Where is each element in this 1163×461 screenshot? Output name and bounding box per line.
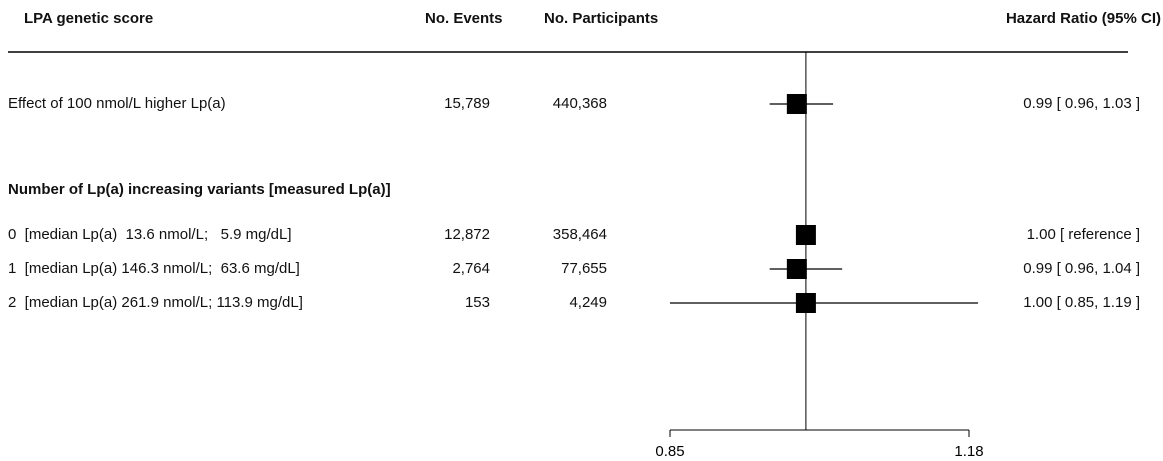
row-participants: 358,464 bbox=[552, 226, 607, 243]
x-tick-label: 1.18 bbox=[954, 443, 983, 460]
row-label: 1 [median Lp(a) 146.3 nmol/L; 63.6 mg/dL… bbox=[8, 260, 300, 277]
row-hazard-ratio: 0.99 [ 0.96, 1.03 ] bbox=[1023, 95, 1140, 112]
row-events: 153 bbox=[464, 294, 490, 311]
row-hazard-ratio: 1.00 [ 0.85, 1.19 ] bbox=[1023, 294, 1140, 311]
x-tick-label: 0.85 bbox=[655, 443, 684, 460]
header-events: No. Events bbox=[425, 10, 503, 27]
row-label: Effect of 100 nmol/L higher Lp(a) bbox=[8, 95, 226, 112]
row-hazard-ratio: 1.00 [ reference ] bbox=[1026, 226, 1140, 243]
point-estimate-marker bbox=[786, 94, 807, 114]
row-label: 2 [median Lp(a) 261.9 nmol/L; 113.9 mg/d… bbox=[8, 294, 303, 311]
header-participants: No. Participants bbox=[544, 10, 659, 27]
row-participants: 440,368 bbox=[552, 95, 607, 112]
header-hazard-ratio: Hazard Ratio (95% CI) bbox=[1005, 10, 1161, 27]
row-hazard-ratio: 0.99 [ 0.96, 1.04 ] bbox=[1023, 260, 1140, 277]
point-estimate-marker bbox=[795, 225, 816, 245]
row-label: 0 [median Lp(a) 13.6 nmol/L; 5.9 mg/dL] bbox=[8, 226, 292, 243]
header-score: LPA genetic score bbox=[24, 10, 154, 27]
section-title: Number of Lp(a) increasing variants [mea… bbox=[8, 181, 391, 198]
row-events: 2,764 bbox=[452, 260, 490, 277]
point-estimate-marker bbox=[795, 293, 816, 313]
row-events: 12,872 bbox=[444, 226, 490, 243]
row-participants: 4,249 bbox=[569, 294, 607, 311]
point-estimate-marker bbox=[786, 259, 807, 279]
row-participants: 77,655 bbox=[561, 260, 607, 277]
row-events: 15,789 bbox=[444, 95, 490, 112]
